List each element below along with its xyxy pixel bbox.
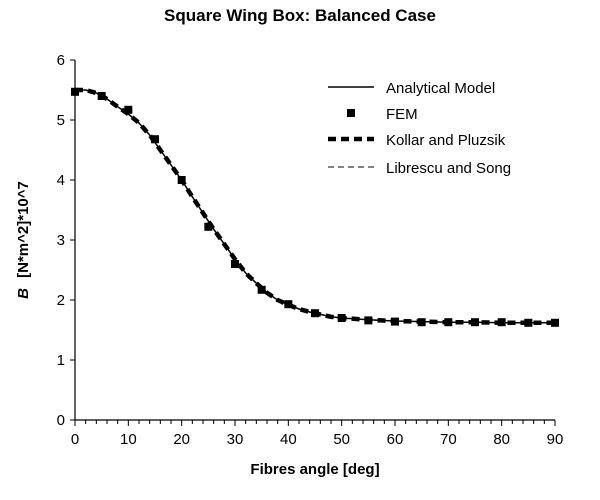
series-fem xyxy=(71,87,559,327)
fem-data-point xyxy=(231,260,239,268)
axes xyxy=(74,60,555,421)
legend: Analytical Model FEM Kollar and Pluzsik … xyxy=(328,80,511,177)
x-tick-label: 80 xyxy=(493,431,510,448)
series-line-kollar-and-pluzsik xyxy=(75,87,555,326)
fem-data-point xyxy=(124,105,133,114)
y-tick-label: 1 xyxy=(57,352,65,369)
x-tick-label: 30 xyxy=(227,431,244,448)
series-line-analytical-model xyxy=(75,89,555,324)
y-axis-symbol: B xyxy=(15,288,32,299)
x-tick-label: 0 xyxy=(71,431,79,448)
legend-label-librescu-and-song: Librescu and Song xyxy=(386,160,511,177)
y-tick-label: 6 xyxy=(57,52,65,69)
legend-label-fem: FEM xyxy=(386,106,418,123)
x-tick-label: 40 xyxy=(280,431,297,448)
series-line-librescu-and-song xyxy=(75,89,555,324)
legend-label-analytical-model: Analytical Model xyxy=(386,80,495,97)
series-layer xyxy=(71,87,559,327)
x-tick-label: 60 xyxy=(387,431,404,448)
chart-title: Square Wing Box: Balanced Case xyxy=(164,6,436,25)
x-axis-label: Fibres angle [deg] xyxy=(250,461,379,478)
x-tick-label: 50 xyxy=(333,431,350,448)
fem-data-point xyxy=(204,222,213,231)
x-tick-label: 20 xyxy=(173,431,190,448)
legend-label-kollar-and-pluzsik: Kollar and Pluzsik xyxy=(386,132,506,149)
x-tick-label: 70 xyxy=(440,431,457,448)
y-tick-label: 4 xyxy=(57,172,65,189)
x-tick-label: 10 xyxy=(120,431,137,448)
legend-swatch-fem xyxy=(347,109,355,117)
y-tick-label: 2 xyxy=(57,292,65,309)
y-tick-label: 3 xyxy=(57,232,65,249)
y-axis-label: B [N*m^2]*10^7 xyxy=(15,181,32,299)
y-tick-label: 5 xyxy=(57,112,65,129)
fem-data-point xyxy=(284,300,293,309)
x-tick-label: 90 xyxy=(547,431,564,448)
y-axis-unit: [N*m^2]*10^7 xyxy=(15,181,32,278)
fem-data-point xyxy=(257,285,266,294)
y-tick-label: 0 xyxy=(57,412,65,429)
